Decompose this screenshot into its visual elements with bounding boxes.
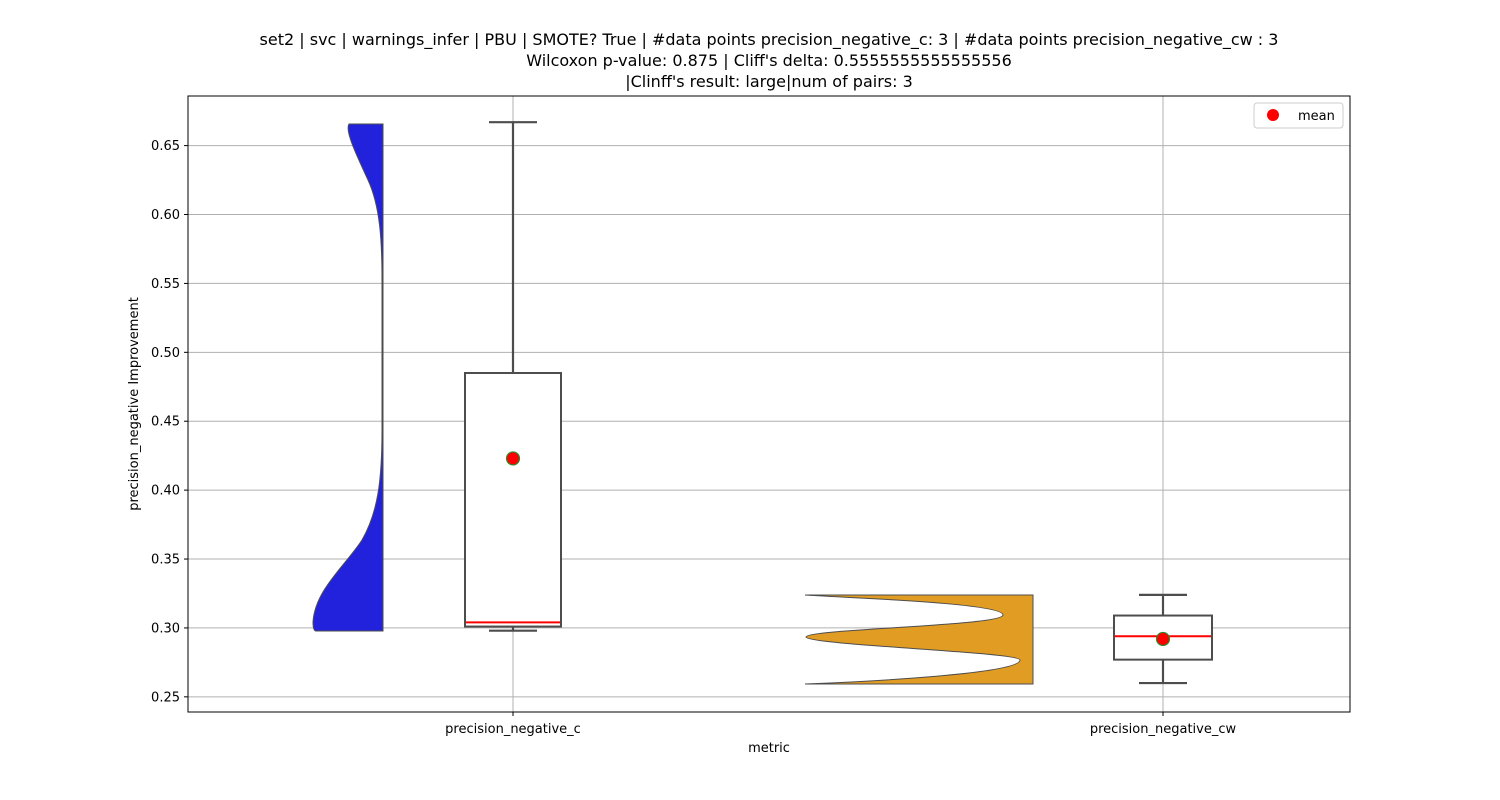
violin-precision_negative_c: [312, 123, 384, 632]
y-tick-label: 0.50: [151, 346, 180, 361]
y-tick-label: 0.60: [151, 208, 180, 223]
box-iqr-precision_negative_c: [464, 371, 562, 628]
y-tick-label: 0.55: [151, 277, 180, 292]
y-axis-label: precision_negative Improvement: [127, 297, 142, 511]
x-tick-label: precision_negative_c: [445, 722, 581, 737]
legend-mean-label: mean: [1298, 109, 1335, 124]
plot-frame: [187, 95, 1351, 713]
boxplot-layer: [464, 121, 1213, 685]
legend-frame: [1253, 102, 1344, 129]
x-axis-label: metric: [748, 741, 790, 756]
mean-marker-precision_negative_c: [505, 451, 521, 466]
axes-layer: 0.25 0.30 0.35 0.40 0.45 0.50 0.55 0.60 0.65 prec…: [151, 139, 1236, 737]
violin-layer: [312, 123, 1034, 685]
chart-title-line-3: |Clinff's result: large|num of pairs: 3: [625, 72, 913, 91]
y-tick-label: 0.65: [151, 139, 180, 154]
x-tick-label: precision_negative_cw: [1090, 722, 1237, 737]
violin-precision_negative_cw: [804, 594, 1034, 685]
y-tick-label: 0.25: [151, 690, 180, 705]
legend-mean-marker-icon: [1267, 109, 1279, 121]
mean-marker-precision_negative_cw: [1155, 631, 1171, 647]
chart-title-line-2: Wilcoxon p-value: 0.875 | Cliff's delta:…: [526, 51, 1012, 70]
y-tick-label: 0.40: [151, 484, 180, 499]
y-tick-label: 0.35: [151, 553, 180, 568]
y-tick-label: 0.30: [151, 621, 180, 636]
chart-title-line-1: set2 | svc | warnings_infer | PBU | SMOT…: [259, 30, 1279, 49]
legend: mean: [1253, 102, 1344, 129]
y-tick-label: 0.45: [151, 415, 180, 430]
